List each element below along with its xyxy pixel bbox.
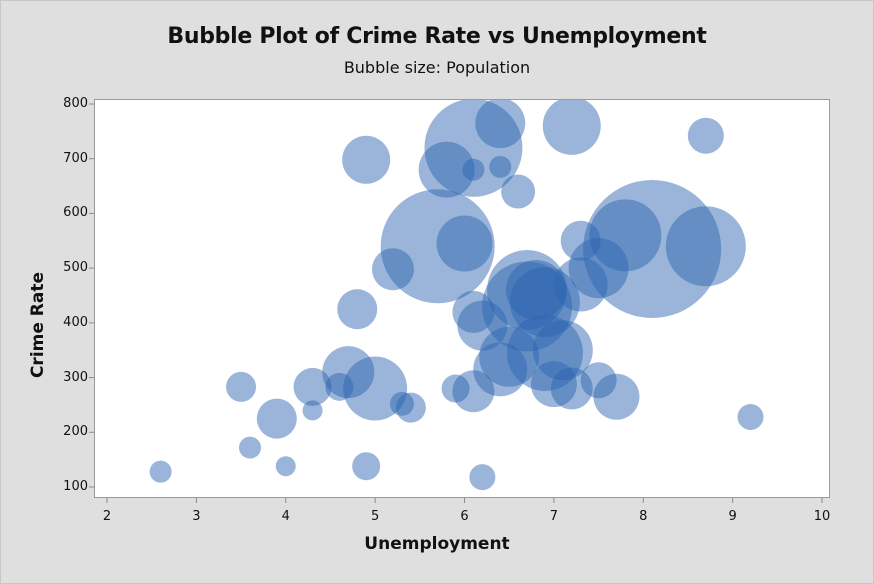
bubble bbox=[553, 257, 608, 312]
x-tick-label: 7 bbox=[549, 509, 559, 524]
bubble bbox=[424, 100, 523, 197]
bubble bbox=[457, 300, 508, 351]
bubble bbox=[469, 464, 496, 491]
bubble bbox=[436, 215, 493, 272]
x-tick-label: 6 bbox=[460, 509, 469, 524]
x-tick-label: 8 bbox=[639, 509, 648, 524]
bubble bbox=[501, 174, 536, 209]
bubble bbox=[337, 289, 378, 330]
bubble bbox=[322, 346, 375, 399]
bubble bbox=[452, 370, 495, 413]
bubble bbox=[475, 100, 526, 149]
bubble bbox=[452, 290, 495, 333]
bubble bbox=[506, 260, 566, 321]
bubble bbox=[149, 460, 172, 483]
chart-subtitle: Bubble size: Population bbox=[343, 58, 531, 77]
bubble bbox=[550, 367, 593, 410]
bubble bbox=[489, 155, 512, 178]
bubble bbox=[275, 456, 296, 477]
x-tick-label: 9 bbox=[728, 509, 737, 524]
bubble bbox=[389, 391, 414, 416]
y-tick-label: 600 bbox=[63, 205, 88, 221]
x-tick-label: 4 bbox=[281, 509, 290, 524]
plot-area bbox=[94, 99, 830, 498]
bubble bbox=[482, 261, 573, 352]
bubble bbox=[462, 158, 485, 181]
bubble bbox=[737, 403, 764, 430]
bubble bbox=[506, 314, 583, 391]
bubble bbox=[256, 398, 297, 439]
y-tick-label: 100 bbox=[63, 479, 88, 494]
bubble bbox=[441, 374, 470, 403]
bubble bbox=[352, 452, 381, 481]
bubble bbox=[589, 199, 662, 272]
y-tick-label: 300 bbox=[63, 369, 88, 385]
bubble bbox=[293, 367, 332, 406]
bubble bbox=[487, 250, 568, 331]
bubble bbox=[239, 436, 261, 459]
bubble bbox=[542, 100, 601, 155]
bubble bbox=[372, 248, 414, 291]
bubble bbox=[226, 371, 257, 402]
y-tick-label: 400 bbox=[63, 314, 88, 330]
bubble bbox=[583, 179, 722, 318]
bubble bbox=[593, 373, 640, 420]
bubble bbox=[580, 362, 617, 399]
bubble bbox=[302, 400, 323, 421]
bubble bbox=[665, 206, 746, 287]
bubble bbox=[380, 189, 495, 304]
bubble bbox=[473, 342, 528, 397]
bubble bbox=[509, 267, 580, 338]
bubble bbox=[325, 372, 354, 401]
x-tick-label: 3 bbox=[192, 509, 201, 524]
bubble bbox=[395, 392, 426, 423]
bubble bbox=[342, 135, 391, 184]
bubble bbox=[687, 117, 724, 154]
y-tick-label: 800 bbox=[63, 96, 88, 111]
bubble bbox=[479, 326, 540, 387]
x-axis-label: Unemployment bbox=[364, 534, 510, 554]
bubble bbox=[343, 356, 408, 421]
y-tick-label: 700 bbox=[63, 150, 88, 166]
chart-title: Bubble Plot of Crime Rate vs Unemploymen… bbox=[167, 24, 707, 49]
x-tick-label: 2 bbox=[102, 509, 112, 524]
bubble bbox=[418, 141, 475, 198]
bubble bbox=[560, 220, 601, 261]
y-tick-label: 200 bbox=[63, 424, 88, 440]
x-tick-label: 10 bbox=[813, 509, 831, 524]
y-tick-label: 500 bbox=[63, 260, 88, 276]
bubble bbox=[568, 238, 629, 299]
bubble bbox=[532, 320, 593, 381]
x-tick-label: 5 bbox=[370, 509, 380, 524]
bubble bbox=[530, 361, 577, 408]
